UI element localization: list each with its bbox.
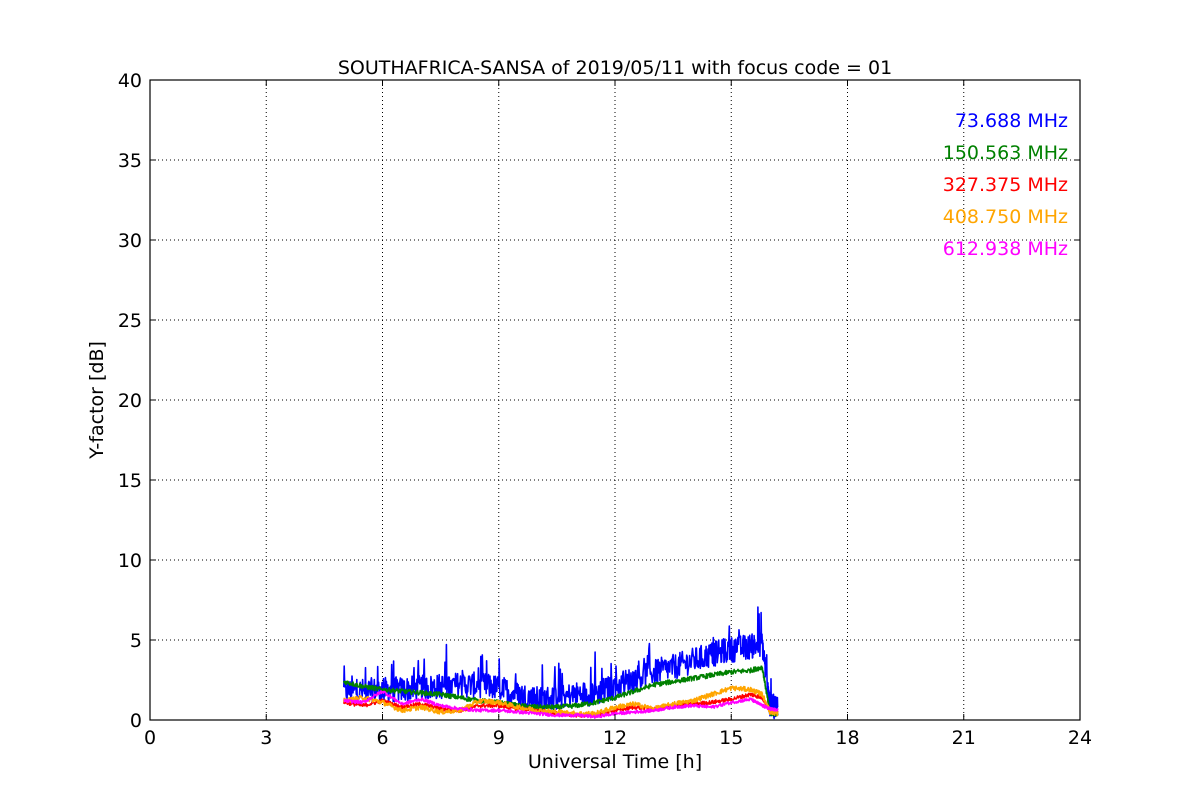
legend-item-4: 612.938 MHz [943, 238, 1068, 260]
x-tick-label: 12 [603, 727, 627, 749]
y-tick-label: 15 [118, 470, 142, 492]
x-axis-label: Universal Time [h] [528, 751, 702, 773]
x-tick-label: 6 [376, 727, 388, 749]
y-tick-label: 5 [130, 630, 142, 652]
y-tick-label: 30 [118, 230, 142, 252]
x-tick-label: 18 [835, 727, 859, 749]
legend: 73.688 MHz 150.563 MHz 327.375 MHz 408.750 … [943, 110, 1068, 260]
series-line-3 [343, 685, 779, 717]
y-tick-label: 10 [118, 550, 142, 572]
legend-item-3: 408.750 MHz [943, 206, 1068, 228]
y-tick-label: 20 [118, 390, 142, 412]
x-tick-label: 9 [493, 727, 505, 749]
x-tick-label: 24 [1068, 727, 1092, 749]
y-tick-label: 0 [130, 710, 142, 732]
legend-item-2: 327.375 MHz [943, 174, 1068, 196]
legend-item-0: 73.688 MHz [955, 110, 1068, 132]
y-tick-label: 40 [118, 70, 142, 92]
y-axis-label: Y-factor [dB] [86, 341, 108, 460]
chart-title: SOUTHAFRICA-SANSA of 2019/05/11 with foc… [338, 57, 892, 79]
legend-item-1: 150.563 MHz [943, 142, 1068, 164]
series-line-4 [343, 690, 779, 719]
x-tick-label: 0 [144, 727, 156, 749]
series-lines [343, 606, 779, 720]
x-tick-label: 15 [719, 727, 743, 749]
y-tick-label: 25 [118, 310, 142, 332]
series-line-0 [343, 606, 779, 720]
x-tick-label: 3 [260, 727, 272, 749]
y-tick-label: 35 [118, 150, 142, 172]
grid [150, 80, 1080, 720]
series-line-1 [343, 665, 779, 717]
x-tick-label: 21 [952, 727, 976, 749]
ticks: 0 3 6 9 12 15 18 21 24 0 5 10 15 20 25 30 35 40 [118, 70, 1092, 749]
